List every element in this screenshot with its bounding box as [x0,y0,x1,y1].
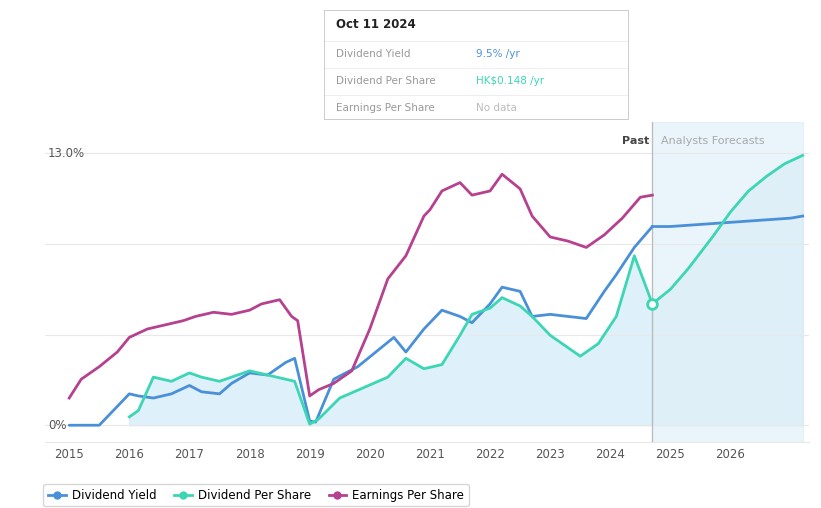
Text: 13.0%: 13.0% [48,147,85,160]
Legend: Dividend Yield, Dividend Per Share, Earnings Per Share: Dividend Yield, Dividend Per Share, Earn… [44,484,469,506]
Text: Earnings Per Share: Earnings Per Share [337,104,435,113]
Text: 9.5% /yr: 9.5% /yr [476,49,520,59]
Text: Dividend Per Share: Dividend Per Share [337,76,436,86]
Text: Oct 11 2024: Oct 11 2024 [337,18,416,31]
Text: Past: Past [622,136,649,145]
Text: 0%: 0% [48,419,67,432]
Bar [653,122,803,442]
Text: Dividend Yield: Dividend Yield [337,49,411,59]
Text: No data: No data [476,104,517,113]
Text: HK$0.148 /yr: HK$0.148 /yr [476,76,544,86]
Text: Analysts Forecasts: Analysts Forecasts [662,136,765,145]
